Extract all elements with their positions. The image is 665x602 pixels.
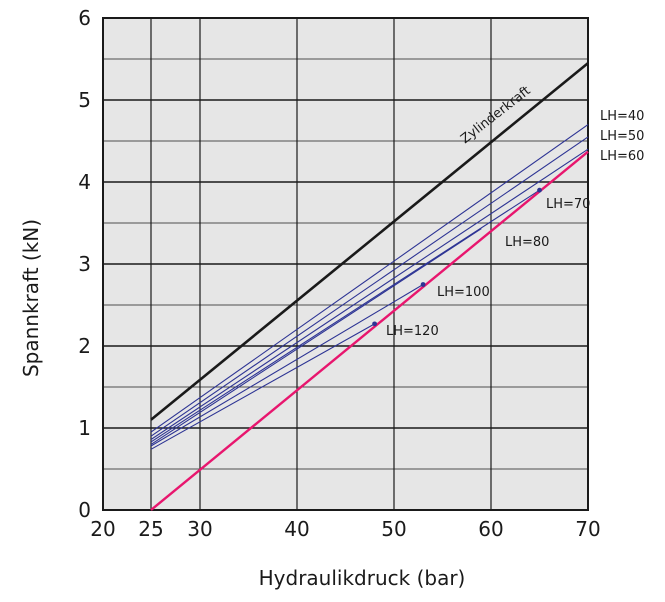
y-tick-label: 0 xyxy=(78,498,91,522)
lh-curve-line xyxy=(150,189,540,443)
lh-curve-line xyxy=(150,228,482,445)
endpoint-markers xyxy=(372,187,542,327)
x-tick-label: 25 xyxy=(138,517,163,541)
y-axis-title: Spannkraft (kN) xyxy=(19,219,43,377)
x-tick-labels: 20 25 30 40 50 60 70 xyxy=(90,517,600,541)
cylinder-force-line xyxy=(150,62,589,421)
x-tick-label: 60 xyxy=(478,517,503,541)
series-label-lh-60: LH=60 xyxy=(600,149,644,164)
lh-curve-line xyxy=(150,284,424,447)
x-tick-label: 70 xyxy=(575,517,600,541)
series-layer xyxy=(150,62,589,511)
y-tick-label: 4 xyxy=(78,170,91,194)
x-axis-title: Hydraulikdruck (bar) xyxy=(259,566,466,590)
x-tick-label: 40 xyxy=(284,517,309,541)
x-tick-label: 50 xyxy=(381,517,406,541)
minor-grid xyxy=(103,58,588,470)
series-label-lh-40: LH=40 xyxy=(600,109,644,124)
lh-curve-line xyxy=(150,124,589,433)
series-label-lh-80: LH=80 xyxy=(505,235,549,250)
lh-curve-line xyxy=(150,323,375,450)
plot-frame xyxy=(102,17,589,511)
limit-line xyxy=(150,150,589,511)
series-label-lh-120: LH=120 xyxy=(386,324,439,339)
endpoint-marker xyxy=(372,321,377,327)
y-tick-label: 5 xyxy=(78,88,91,112)
lh-curve-line xyxy=(150,136,589,437)
y-tick-label: 1 xyxy=(78,416,91,440)
x-tick-label: 30 xyxy=(187,517,212,541)
y-tick-label: 6 xyxy=(78,6,91,30)
series-label-lh-100: LH=100 xyxy=(437,285,490,300)
y-tick-label: 3 xyxy=(78,252,91,276)
endpoint-marker xyxy=(420,282,426,287)
endpoint-marker xyxy=(537,187,542,193)
series-label-lh-70: LH=70 xyxy=(546,197,590,212)
y-tick-labels: 0 1 2 3 4 5 6 xyxy=(78,6,91,522)
lh-curve-line xyxy=(150,148,589,440)
x-tick-label: 20 xyxy=(90,517,115,541)
series-label-lh-50: LH=50 xyxy=(600,129,644,144)
y-tick-label: 2 xyxy=(78,334,91,358)
